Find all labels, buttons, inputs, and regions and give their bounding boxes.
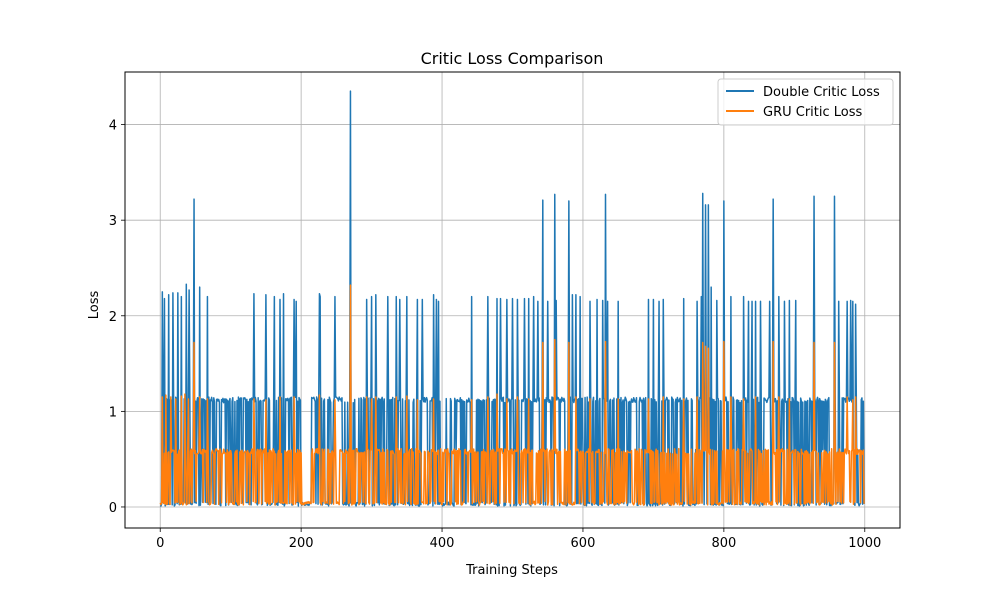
chart-title: Critic Loss Comparison: [421, 49, 604, 68]
series-line-double-critic: [160, 90, 865, 507]
legend-label-gru-critic: GRU Critic Loss: [763, 105, 863, 120]
x-axis-label: Training Steps: [465, 563, 558, 578]
y-tick-label: 1: [109, 405, 117, 420]
series-line-gru-critic: [159, 284, 865, 506]
legend-box: [717, 78, 894, 126]
y-tick-label: 0: [109, 501, 117, 516]
x-tick-label: 600: [571, 536, 596, 551]
y-tick-label: 3: [109, 214, 117, 229]
y-tick-label: 4: [109, 119, 117, 134]
axis-ticks: 0 200 400 600 800 1000 0 1 2 3 4: [109, 119, 882, 551]
series-lines: [159, 90, 865, 507]
y-tick-label: 2: [109, 310, 117, 325]
legend: Double Critic Loss GRU Critic Loss: [717, 78, 894, 126]
legend-label-double-critic: Double Critic Loss: [763, 85, 880, 100]
x-tick-label: 1000: [848, 536, 881, 551]
plot-frame: [124, 71, 901, 529]
x-tick-label: 800: [711, 536, 736, 551]
y-axis-label: Loss: [87, 291, 102, 320]
x-tick-label: 400: [430, 536, 455, 551]
x-tick-label: 200: [289, 536, 314, 551]
x-tick-label: 0: [156, 536, 164, 551]
